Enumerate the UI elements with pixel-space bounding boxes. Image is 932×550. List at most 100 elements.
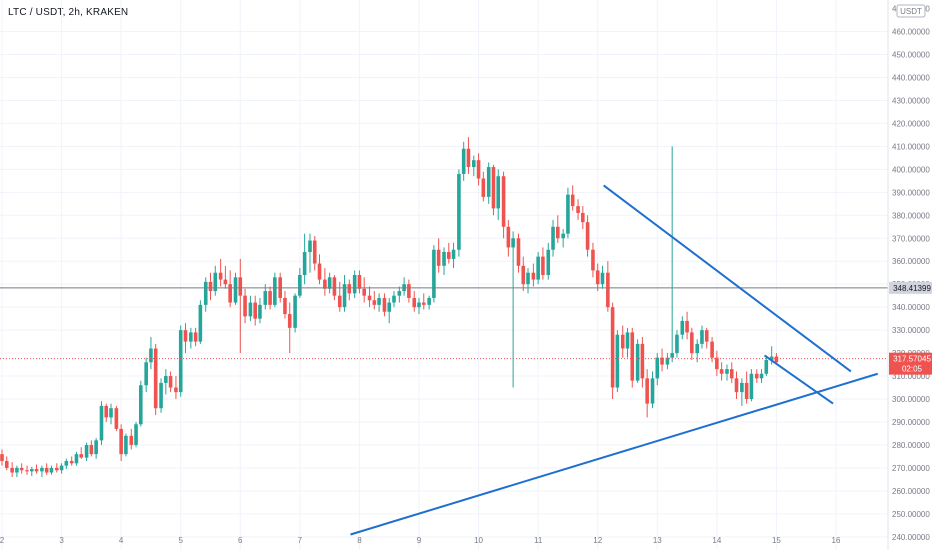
candle-body [620,334,625,349]
y-tick-label: 390.00000 [892,188,930,197]
candle-body [715,357,719,370]
candle-body [650,378,655,404]
candle-body [665,357,670,365]
candle-body [99,405,104,441]
candle-body [193,332,198,342]
candle-body [198,304,203,342]
candle-body [600,272,605,285]
candle-body [466,148,471,168]
candle-body [129,435,134,445]
candle-body [382,297,387,312]
candle-body [541,256,545,275]
candle-body [149,348,153,363]
candle-body [208,281,213,292]
candle-body [551,226,555,250]
y-tick-label: 250.00000 [892,510,930,519]
candle-body [660,357,664,365]
candle-body [49,467,54,473]
candle-body [581,212,585,223]
candle-body [516,238,521,266]
candle-body [178,330,183,393]
candle-body [496,176,501,209]
candle-body [84,444,89,458]
candle-body [323,279,327,289]
price-axis[interactable]: 240.00000 250.00000 260.00000 270.00000 280.… [887,0,932,550]
time-axis[interactable]: 2 3 4 5 6 7 8 9 10 11 12 13 14 15 16 [0,536,841,545]
candle-body [74,454,79,464]
trendline [603,184,852,373]
y-tick-label: 440.00000 [892,73,930,82]
candle-body [174,387,178,393]
candle-body [273,277,277,305]
chart-title: LTC / USDT, 2h, KRAKEN [8,7,129,18]
candle-body [476,160,481,179]
x-tick-label: 16 [832,536,841,545]
candle-body [308,240,312,253]
candle-body [457,173,461,250]
candle-body [189,332,193,342]
candle-body [700,330,704,344]
candle-body [258,304,262,319]
candle-body [630,332,635,381]
candle-body [109,408,113,418]
candle-body [570,194,575,207]
horizontal-line-label: 348.41399 [893,284,931,293]
candle-body [392,295,396,303]
candle-body [432,249,436,298]
x-tick-label: 2 [0,536,5,545]
candle-body [536,256,540,280]
y-tick-label: 310.00000 [892,372,930,381]
candle-body [595,270,600,285]
x-tick-label: 14 [712,536,721,545]
y-tick-label: 280.00000 [892,441,930,450]
candle-body [556,226,560,239]
candle-body [134,424,138,445]
candle-body [719,369,724,374]
candle-body [104,405,109,418]
y-tick-label: 300.00000 [892,395,930,404]
candle-body [566,194,570,234]
x-tick-label: 4 [119,536,124,545]
candle-body [591,249,595,271]
y-tick-label: 360.00000 [892,257,930,266]
candle-body [625,332,630,349]
candle-body [29,469,34,472]
candle-body [4,461,9,468]
y-tick-label: 270.00000 [892,464,930,473]
candle-body [44,467,49,473]
candle-body [695,343,699,354]
candle-body [268,291,272,305]
candle-body [610,307,615,388]
y-tick-label: 290.00000 [892,418,930,427]
candle-body [749,373,754,400]
candle-body [754,373,759,379]
trendlines-layer[interactable] [0,184,888,536]
candle-body [218,272,223,280]
candle-body [124,435,128,455]
candle-body [40,467,44,472]
candle-body [94,440,98,455]
grid-lines [0,0,888,550]
candle-body [521,265,526,285]
y-tick-label: 450.00000 [892,51,930,60]
candle-body [332,277,337,296]
candle-body [342,284,347,308]
y-tick-label: 330.00000 [892,326,930,335]
x-tick-label: 7 [298,536,303,545]
y-tick-label: 380.00000 [892,211,930,220]
candle-body [327,277,332,289]
candle-body [635,343,640,381]
candle-body [15,467,19,473]
candle-body [372,300,377,305]
y-tick-label: 460.00000 [892,28,930,37]
candle-body [293,295,297,328]
candle-body [228,284,232,303]
currency-badge [896,4,926,18]
candle-body [546,249,551,275]
trendline [350,372,878,536]
x-tick-label: 15 [772,536,781,545]
candle-body [486,167,491,197]
candle-body [412,297,417,308]
candle-body [302,252,307,275]
